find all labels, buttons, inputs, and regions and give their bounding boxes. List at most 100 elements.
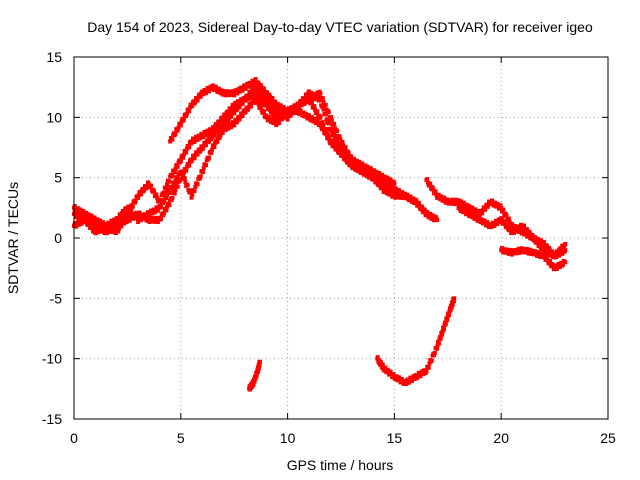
data-point: [87, 221, 92, 226]
data-point: [245, 107, 250, 112]
data-point: [112, 217, 117, 222]
data-point: [252, 82, 257, 87]
data-point: [474, 213, 479, 218]
data-point: [536, 250, 541, 255]
data-point: [381, 189, 386, 194]
data-point: [136, 220, 141, 225]
data-point: [396, 195, 401, 200]
data-point: [308, 118, 313, 123]
data-point: [170, 185, 175, 190]
data-point: [416, 201, 421, 206]
data-point: [287, 106, 292, 111]
y-tick-label: -5: [50, 290, 63, 306]
data-point: [209, 151, 214, 156]
data-point: [193, 184, 198, 189]
data-point: [332, 143, 337, 148]
data-point: [421, 372, 426, 377]
data-point: [498, 203, 503, 208]
data-point: [349, 162, 354, 167]
data-point: [95, 223, 100, 228]
data-point: [468, 210, 473, 215]
data-point: [243, 98, 248, 103]
data-point: [253, 376, 258, 381]
data-point: [313, 117, 318, 122]
y-tick-label: 15: [46, 49, 62, 65]
data-point: [187, 109, 192, 114]
x-axis-label: GPS time / hours: [287, 457, 394, 473]
data-point: [175, 164, 180, 169]
data-point: [209, 137, 214, 142]
data-point: [313, 95, 318, 100]
data-point: [203, 143, 208, 148]
data-point: [81, 208, 86, 213]
data-point: [165, 182, 170, 187]
data-point: [97, 218, 102, 223]
data-point: [508, 226, 513, 231]
data-point: [482, 218, 487, 223]
data-point: [278, 103, 283, 108]
data-point: [503, 247, 508, 252]
data-point: [499, 246, 504, 251]
data-point: [450, 302, 455, 307]
data-point: [267, 104, 272, 109]
data-point: [388, 369, 393, 374]
data-point: [542, 253, 547, 258]
data-point: [412, 376, 417, 381]
data-point: [364, 174, 369, 179]
data-point: [209, 130, 214, 135]
data-point: [178, 177, 183, 182]
data-point: [280, 116, 285, 121]
data-point: [424, 369, 429, 374]
data-point: [261, 86, 266, 91]
data-point: [507, 219, 512, 224]
data-point: [429, 358, 434, 363]
data-point: [187, 145, 192, 150]
data-point: [443, 200, 448, 205]
data-point: [338, 148, 343, 153]
data-point: [446, 201, 451, 206]
data-point: [324, 132, 329, 137]
data-point: [237, 117, 242, 122]
data-point: [144, 215, 149, 220]
data-point: [430, 185, 435, 190]
data-point: [315, 117, 320, 122]
data-point: [113, 219, 118, 224]
data-point: [104, 222, 109, 227]
data-point: [105, 224, 110, 229]
data-point: [392, 181, 397, 186]
data-point: [250, 90, 255, 95]
data-point: [229, 114, 234, 119]
series-arc-6: [456, 204, 568, 260]
data-point: [167, 179, 172, 184]
data-point: [532, 238, 537, 243]
data-point: [172, 170, 177, 175]
data-point: [401, 381, 406, 386]
data-point: [207, 139, 212, 144]
data-point: [544, 244, 549, 249]
data-point: [448, 198, 453, 203]
data-point: [72, 204, 77, 209]
data-point: [377, 170, 382, 175]
data-point: [348, 154, 353, 159]
data-point: [323, 129, 328, 134]
data-points: [72, 77, 568, 392]
data-point: [133, 198, 138, 203]
data-point: [427, 361, 432, 366]
data-point: [92, 215, 97, 220]
data-point: [318, 115, 323, 120]
data-point: [320, 96, 325, 101]
data-point: [225, 89, 230, 94]
data-point: [252, 378, 257, 383]
data-point: [343, 145, 348, 150]
x-tick-label: 10: [280, 430, 296, 446]
data-point: [195, 137, 200, 142]
data-point: [360, 161, 365, 166]
data-point: [380, 362, 385, 367]
data-point: [230, 120, 235, 125]
data-point: [383, 181, 388, 186]
data-point: [477, 212, 482, 217]
chart-title: Day 154 of 2023, Sidereal Day-to-day VTE…: [87, 19, 593, 35]
data-point: [127, 218, 132, 223]
data-point: [194, 150, 199, 155]
data-point: [233, 88, 238, 93]
